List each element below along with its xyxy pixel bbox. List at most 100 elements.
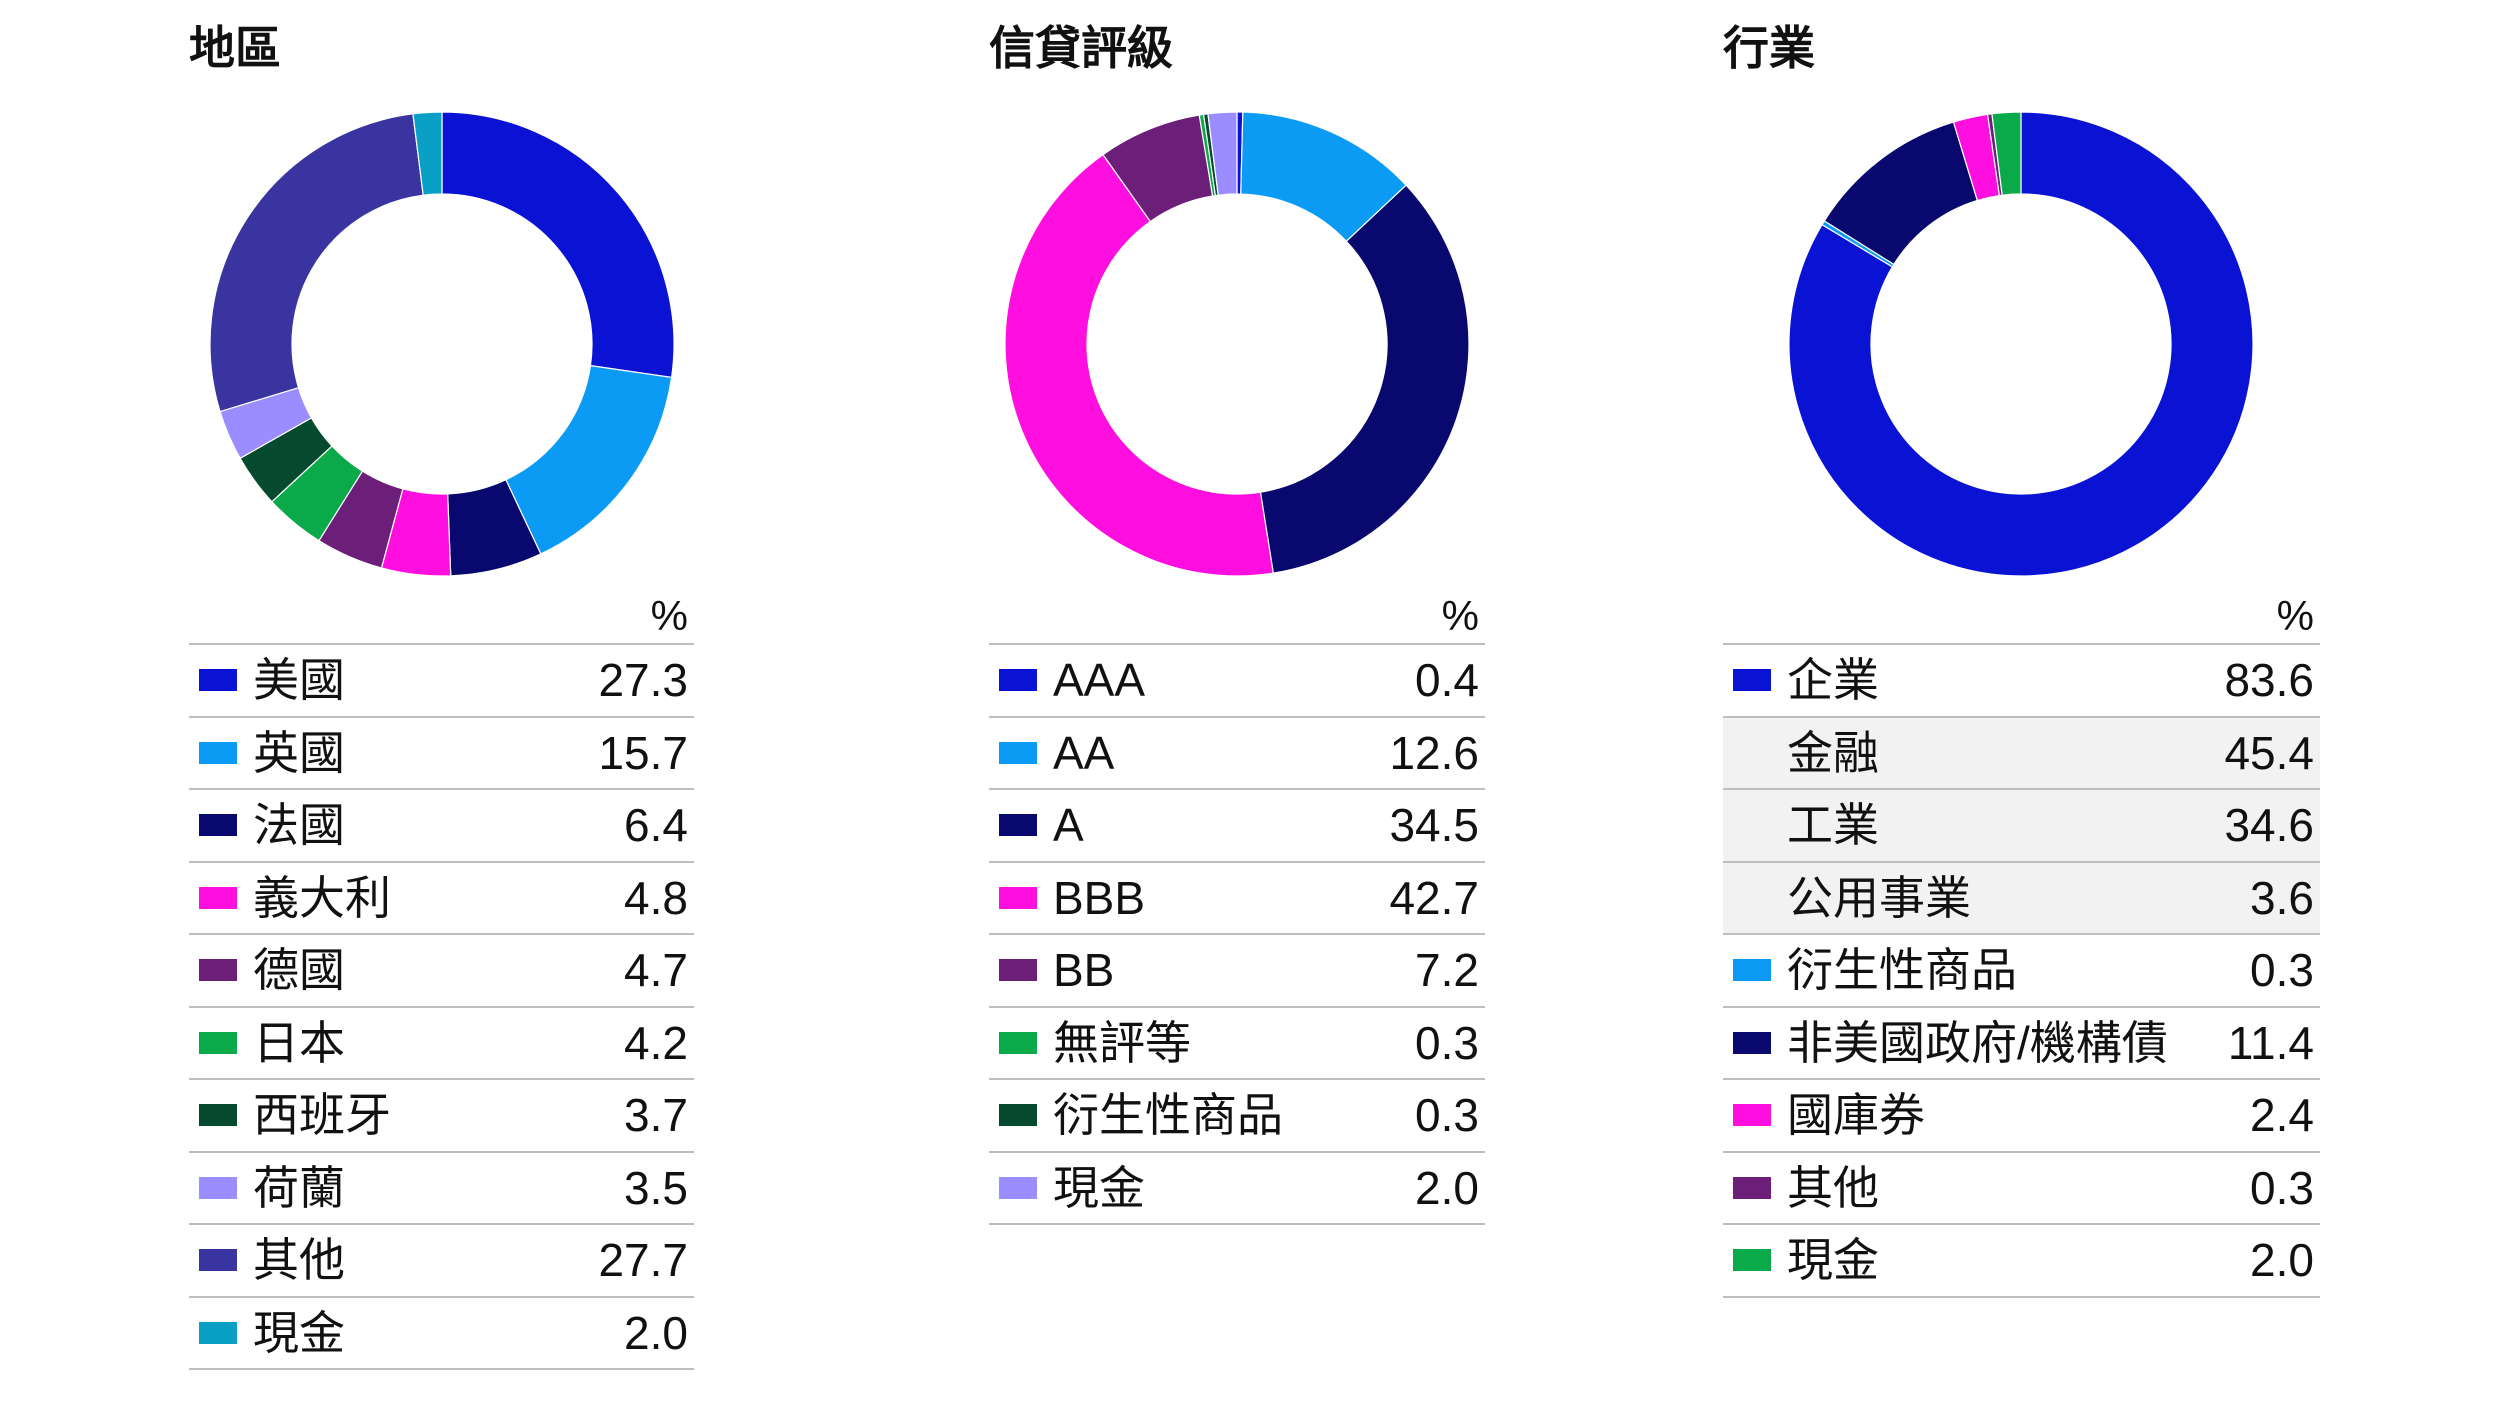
legend-value: 0.3 [1415,1016,1479,1069]
legend-value: 83.6 [2224,654,2314,706]
legend-swatch [1733,1031,1771,1054]
legend-label: 日本 [253,1016,345,1069]
legend-label: 其他 [1787,1161,1879,1214]
legend-value: 2.0 [624,1306,688,1359]
legend-swatch [999,741,1037,764]
legend-label: 現金 [1787,1234,1879,1286]
legend-row: 衍生性商品 0.3 [989,1080,1485,1153]
legend-row: 衍生性商品 0.3 [1723,935,2320,1008]
legend-value: 42.7 [1389,871,1479,924]
legend-row: 現金 2.0 [189,1298,694,1370]
donut-slice [1004,153,1274,577]
percent-header: % [2276,592,2314,639]
legend-row: 非美國政府/機構債 11.4 [1723,1008,2320,1080]
legend-swatch [999,1031,1037,1054]
legend-swatch [999,1104,1037,1127]
legend-label: 義大利 [253,871,391,924]
legend-value: 3.6 [2250,871,2314,924]
donut-chart [209,111,675,577]
legend-swatch [1733,1249,1771,1272]
region-panel: 地區 % 美國 27.3 英國 15.7 法國 6.4 義大利 4.8 德國 4.7 日本 4.2 西班… [189,0,694,1404]
legend-swatch [999,1176,1037,1199]
legend-value: 4.8 [624,871,688,924]
donut-chart [1788,111,2254,577]
donut-slice [1991,111,2022,196]
legend-label: 非美國政府/機構債 [1787,1016,2168,1069]
legend-swatch [1733,669,1771,692]
donut-slice [209,113,424,413]
legend-table: 美國 27.3 英國 15.7 法國 6.4 義大利 4.8 德國 4.7 日本 4.2 西班牙 3.7 荷… [189,643,694,1370]
legend-value: 4.2 [624,1016,688,1069]
legend-value: 0.3 [2250,944,2314,996]
legend-value: 6.4 [624,799,688,851]
legend-row: 義大利 4.8 [189,863,694,935]
legend-value: 45.4 [2224,726,2314,779]
legend-swatch [199,959,237,982]
legend-value: 0.4 [1415,654,1479,706]
legend-row: 現金 2.0 [1723,1225,2320,1298]
legend-row: A 34.5 [989,790,1485,863]
legend-label: 其他 [253,1234,345,1286]
legend-swatch [199,886,237,909]
legend-row: AA 12.6 [989,718,1485,790]
legend-row: 企業 83.6 [1723,645,2320,718]
legend-row: 其他 27.7 [189,1225,694,1298]
legend-label: BB [1053,944,1115,996]
legend-value: 4.7 [624,944,688,996]
legend-label: 公用事業 [1787,871,1971,924]
legend-subrow: 公用事業 3.6 [1723,862,2320,935]
legend-label: AAA [1053,654,1146,706]
legend-value: 15.7 [598,726,688,779]
legend-label: BBB [1053,871,1146,924]
legend-value: 2.4 [2250,1089,2314,1141]
legend-label: 衍生性商品 [1787,944,2017,996]
legend-row: 德國 4.7 [189,935,694,1008]
chart-title: 信貸評級 [989,22,1173,74]
legend-table: AAA 0.4 AA 12.6 A 34.5 BBB 42.7 BB 7.2 無評等 0.3 衍生性商品… [989,643,1485,1225]
legend-value: 27.3 [598,654,688,706]
legend-swatch [199,1031,237,1054]
legend-value: 7.2 [1415,944,1479,996]
legend-subrow: 金融 45.4 [1723,717,2320,790]
legend-label: A [1053,799,1084,851]
legend-row: 英國 15.7 [189,718,694,790]
legend-value: 34.5 [1389,799,1479,851]
chart-title: 行業 [1723,22,1815,74]
legend-label: 西班牙 [253,1089,391,1141]
legend-swatch [999,814,1037,837]
legend-swatch [1733,1176,1771,1199]
legend-swatch [999,886,1037,909]
donut-chart [1004,111,1470,577]
legend-row: AAA 0.4 [989,645,1485,718]
legend-swatch [1733,959,1771,982]
legend-swatch [199,1321,237,1344]
legend-row: BB 7.2 [989,935,1485,1008]
donut-slice [1207,111,1238,196]
legend-row: 法國 6.4 [189,790,694,863]
legend-value: 2.0 [2250,1234,2314,1286]
legend-value: 3.7 [624,1089,688,1141]
legend-swatch [1733,1104,1771,1127]
legend-label: 英國 [253,726,345,779]
legend-label: 美國 [253,654,345,706]
legend-swatch [199,741,237,764]
legend-label: 企業 [1787,654,1879,706]
legend-value: 2.0 [1415,1161,1479,1214]
legend-swatch [999,959,1037,982]
legend-row: 其他 0.3 [1723,1153,2320,1225]
legend-value: 3.5 [624,1161,688,1214]
legend-swatch [999,669,1037,692]
legend-subrow: 工業 34.6 [1723,790,2320,863]
legend-label: 現金 [253,1306,345,1359]
legend-swatch [199,1249,237,1272]
legend-row: 荷蘭 3.5 [189,1153,694,1225]
legend-label: 德國 [253,944,345,996]
legend-row: 西班牙 3.7 [189,1080,694,1153]
percent-header: % [650,592,688,639]
legend-value: 0.3 [1415,1089,1479,1141]
chart-title: 地區 [189,22,281,74]
legend-swatch [199,814,237,837]
legend-label: 工業 [1787,799,1879,851]
donut-slice [505,364,673,555]
legend-label: 金融 [1787,726,1879,779]
